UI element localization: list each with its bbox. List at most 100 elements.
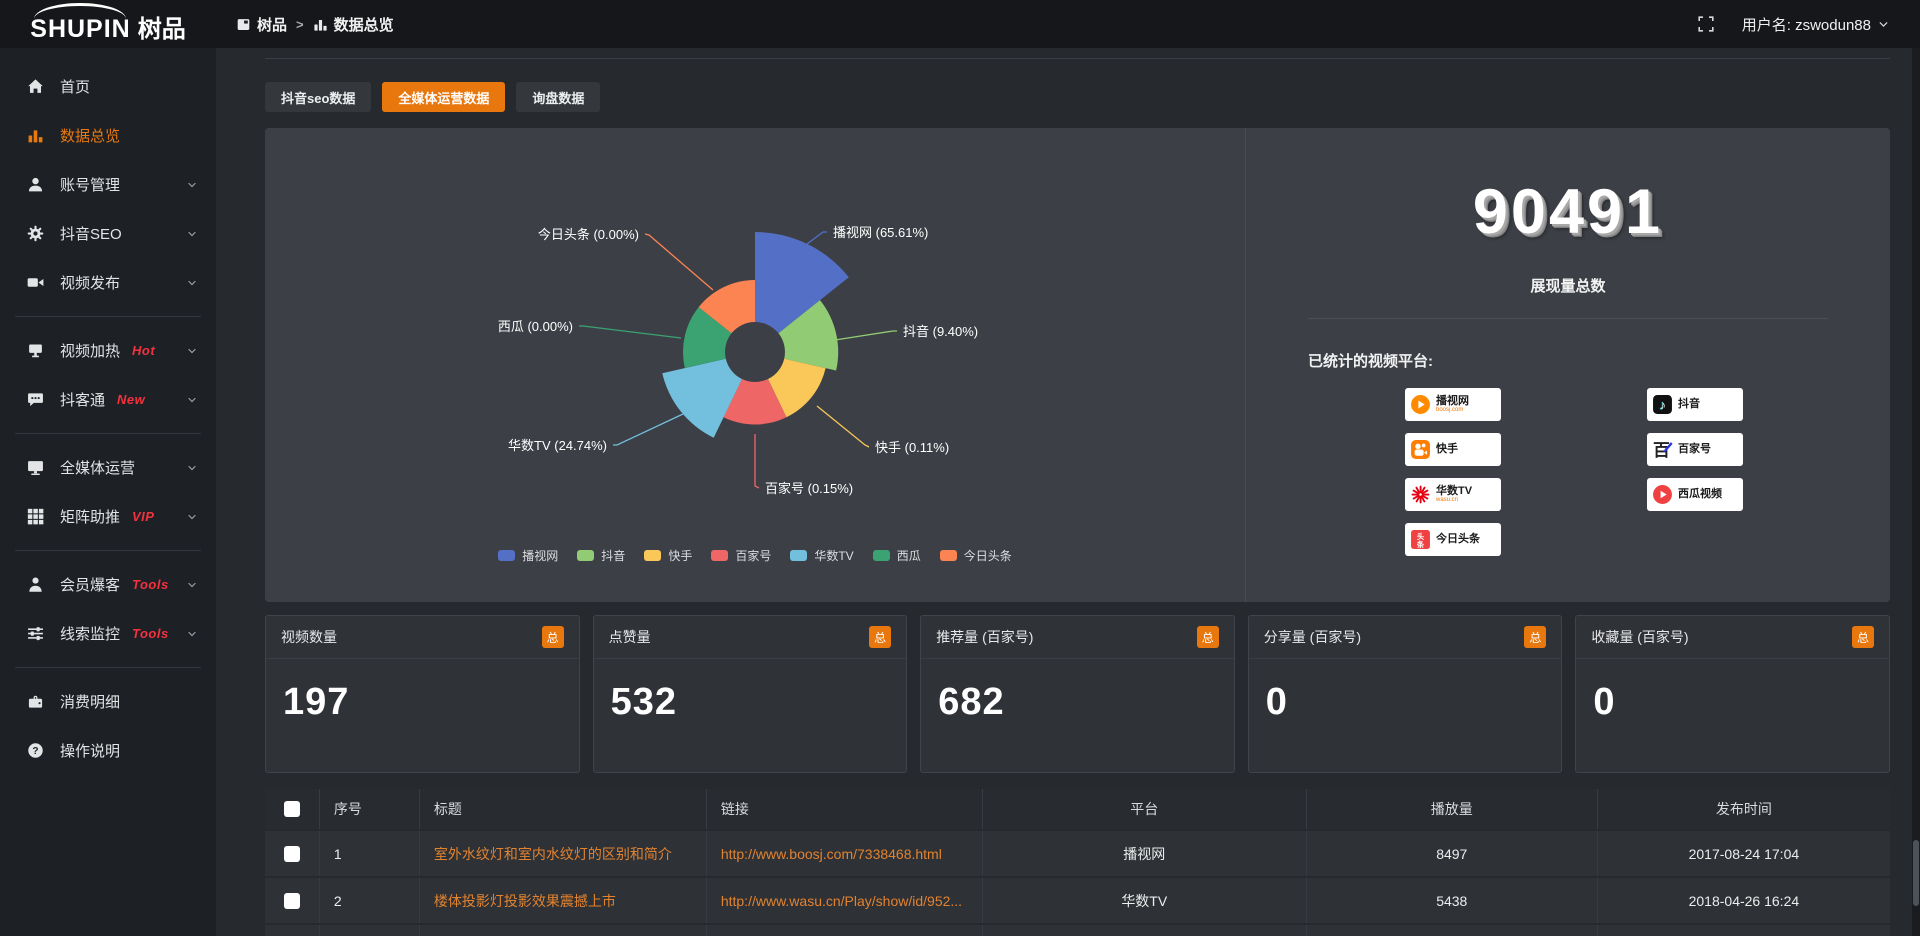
- data-tabs: 抖音seo数据 全媒体运营数据 询盘数据: [265, 82, 1890, 112]
- sidebar-item-user[interactable]: 账号管理: [0, 160, 216, 209]
- monitor-icon: [27, 459, 45, 476]
- total-badge[interactable]: 总: [869, 626, 892, 648]
- legend-label: 百家号: [735, 549, 772, 563]
- pie-label-line: [754, 434, 760, 489]
- pie-slice-抖音[interactable]: [778, 300, 839, 371]
- stat-card-title: 点赞量: [608, 629, 651, 645]
- total-badge[interactable]: 总: [1196, 626, 1219, 648]
- legend-item-播视网[interactable]: 播视网: [498, 547, 558, 564]
- total-badge[interactable]: 总: [1524, 626, 1547, 648]
- sidebar-item-chat[interactable]: 抖客通 New: [0, 375, 216, 424]
- platform-badge-baijiahao: 百百家号: [1647, 433, 1743, 466]
- video-url-link[interactable]: http://www.wasu.cn/Play/show/id/952...: [720, 892, 963, 909]
- tab-inquiry[interactable]: 询盘数据: [516, 82, 601, 112]
- table-header-cell: 标题: [420, 789, 707, 829]
- scrollbar-thumb[interactable]: [1913, 840, 1919, 906]
- sidebar-item-label: 抖客通: [60, 392, 106, 409]
- platform-name: 抖音: [1678, 397, 1700, 410]
- table-row: 2 楼体投影灯投影效果震撼上市 http://www.wasu.cn/Play/sh…: [265, 878, 1890, 923]
- sidebar-item-sliders[interactable]: 线索监控 Tools: [0, 609, 216, 658]
- pie-slice-西瓜[interactable]: [682, 307, 732, 368]
- total-badge[interactable]: 总: [1851, 626, 1874, 648]
- user-menu[interactable]: 用户名: zswodun88: [1742, 14, 1890, 35]
- app-logo[interactable]: SHUPIN 树品: [0, 0, 216, 48]
- sidebar-item-video[interactable]: 视频发布: [0, 258, 216, 307]
- home-icon: [27, 78, 45, 95]
- table-cell: 2018-04-26 16:24: [1598, 878, 1890, 923]
- video-url-link[interactable]: http://www.boosj.com/7338468.html: [720, 845, 942, 862]
- sidebar-item-home[interactable]: 首页: [0, 62, 216, 111]
- sidebar-item-badge: Hot: [132, 343, 156, 358]
- stat-card-header: 推荐量 (百家号) 总: [921, 616, 1234, 659]
- legend-item-抖音[interactable]: 抖音: [577, 547, 625, 564]
- video-table: 序号 标题 链接 平台 播放量 发布时间 1 室外水纹灯和室内水纹灯的区别和简介 http://…: [265, 789, 1890, 936]
- table-cell: http://www.boosj.com/7338468.html: [707, 831, 983, 876]
- rose-pie-chart: 播视网 (65.61%) 抖音 (9.40%) 快手 (0.11%) 百家号 (0.1…: [498, 225, 978, 496]
- svg-text:百: 百: [1653, 441, 1670, 460]
- platform-name: 西瓜视频: [1678, 487, 1722, 500]
- total-impressions-value: 90491: [1472, 177, 1664, 247]
- sidebar-item-question[interactable]: ? 操作说明: [0, 726, 216, 775]
- sidebar-item-label: 矩阵助推: [60, 509, 121, 526]
- select-all-checkbox[interactable]: [283, 801, 300, 817]
- logo-text-cn: 树品: [137, 16, 186, 43]
- sidebar-item-gear[interactable]: 抖音SEO: [0, 209, 216, 258]
- page-scrollbar[interactable]: [1912, 48, 1920, 936]
- stat-card-2: 推荐量 (百家号) 总 682: [920, 615, 1235, 773]
- tab-douyin-seo[interactable]: 抖音seo数据: [265, 82, 372, 112]
- total-badge[interactable]: 总: [541, 626, 564, 648]
- sidebar-item-heat[interactable]: 视频加热 Hot: [0, 326, 216, 375]
- pie-slice-快手[interactable]: [768, 358, 826, 418]
- legend-item-西瓜[interactable]: 西瓜: [872, 547, 921, 564]
- table-cell: 8497: [1307, 831, 1598, 876]
- stat-card-value: 532: [610, 681, 677, 723]
- legend-item-华数TV[interactable]: 华数TV: [790, 547, 854, 564]
- wasu-logo-icon: [1410, 484, 1431, 505]
- sidebar-divider: [15, 433, 201, 434]
- pie-label-line: [816, 405, 870, 448]
- sidebar-item-user2[interactable]: 会员爆客 Tools: [0, 560, 216, 609]
- table-cell: 华数TV: [983, 878, 1307, 923]
- sidebar-item-monitor[interactable]: 全媒体运营: [0, 443, 216, 492]
- username-label: 用户名: zswodun88: [1741, 16, 1871, 34]
- sidebar-item-badge: Tools: [132, 626, 169, 641]
- breadcrumb: 树品 > 数据总览: [216, 14, 394, 35]
- stat-card-header: 收藏量 (百家号) 总: [1576, 616, 1889, 659]
- pie-slice-今日头条[interactable]: [698, 280, 755, 334]
- kuaishou-logo-icon: [1410, 439, 1431, 460]
- tab-omnimedia[interactable]: 全媒体运营数据: [382, 82, 506, 112]
- legend-item-快手[interactable]: 快手: [644, 547, 692, 564]
- pie-label-line: [613, 413, 684, 446]
- sliders-icon: [27, 625, 45, 642]
- fullscreen-icon[interactable]: [1698, 16, 1714, 32]
- chart-panel: 播视网 (65.61%) 抖音 (9.40%) 快手 (0.11%) 百家号 (0.1…: [265, 128, 1890, 602]
- pie-slice-华数TV[interactable]: [662, 358, 742, 438]
- row-checkbox[interactable]: [283, 845, 300, 862]
- legend-item-百家号[interactable]: 百家号: [711, 547, 771, 564]
- chat-icon: [27, 391, 45, 408]
- breadcrumb-page[interactable]: 数据总览: [313, 14, 394, 35]
- table-row: [265, 925, 1890, 936]
- stat-card-header: 点赞量 总: [593, 616, 907, 659]
- sidebar-item-label: 操作说明: [60, 743, 121, 760]
- stat-card-title: 收藏量 (百家号): [1591, 629, 1689, 645]
- row-checkbox[interactable]: [283, 892, 300, 909]
- chevron-down-icon: [186, 628, 198, 640]
- stat-card-title: 视频数量: [281, 629, 337, 645]
- pie-slice-百家号[interactable]: [723, 379, 787, 425]
- table-cell: 2017-08-24 17:04: [1598, 831, 1890, 876]
- pie-slice-播视网[interactable]: [755, 232, 849, 334]
- legend-label: 今日头条: [963, 549, 1012, 563]
- breadcrumb-app[interactable]: 树品: [236, 14, 287, 35]
- sidebar-item-label: 线索监控: [60, 626, 121, 643]
- sidebar-item-grid[interactable]: 矩阵助推 VIP: [0, 492, 216, 541]
- platform-subtext: boosj.com: [1436, 407, 1464, 414]
- video-title-link[interactable]: 楼体投影灯投影效果震撼上市: [433, 892, 616, 909]
- chevron-down-icon: [186, 345, 198, 357]
- platform-badge-toutiao: 头条今日头条: [1405, 523, 1501, 556]
- sidebar-item-wallet[interactable]: 消费明细: [0, 677, 216, 726]
- legend-item-今日头条[interactable]: 今日头条: [939, 547, 1012, 564]
- video-title-link[interactable]: 室外水纹灯和室内水纹灯的区别和简介: [433, 845, 672, 862]
- sidebar-item-bars[interactable]: 数据总览: [0, 111, 216, 160]
- gear-icon: [27, 225, 45, 242]
